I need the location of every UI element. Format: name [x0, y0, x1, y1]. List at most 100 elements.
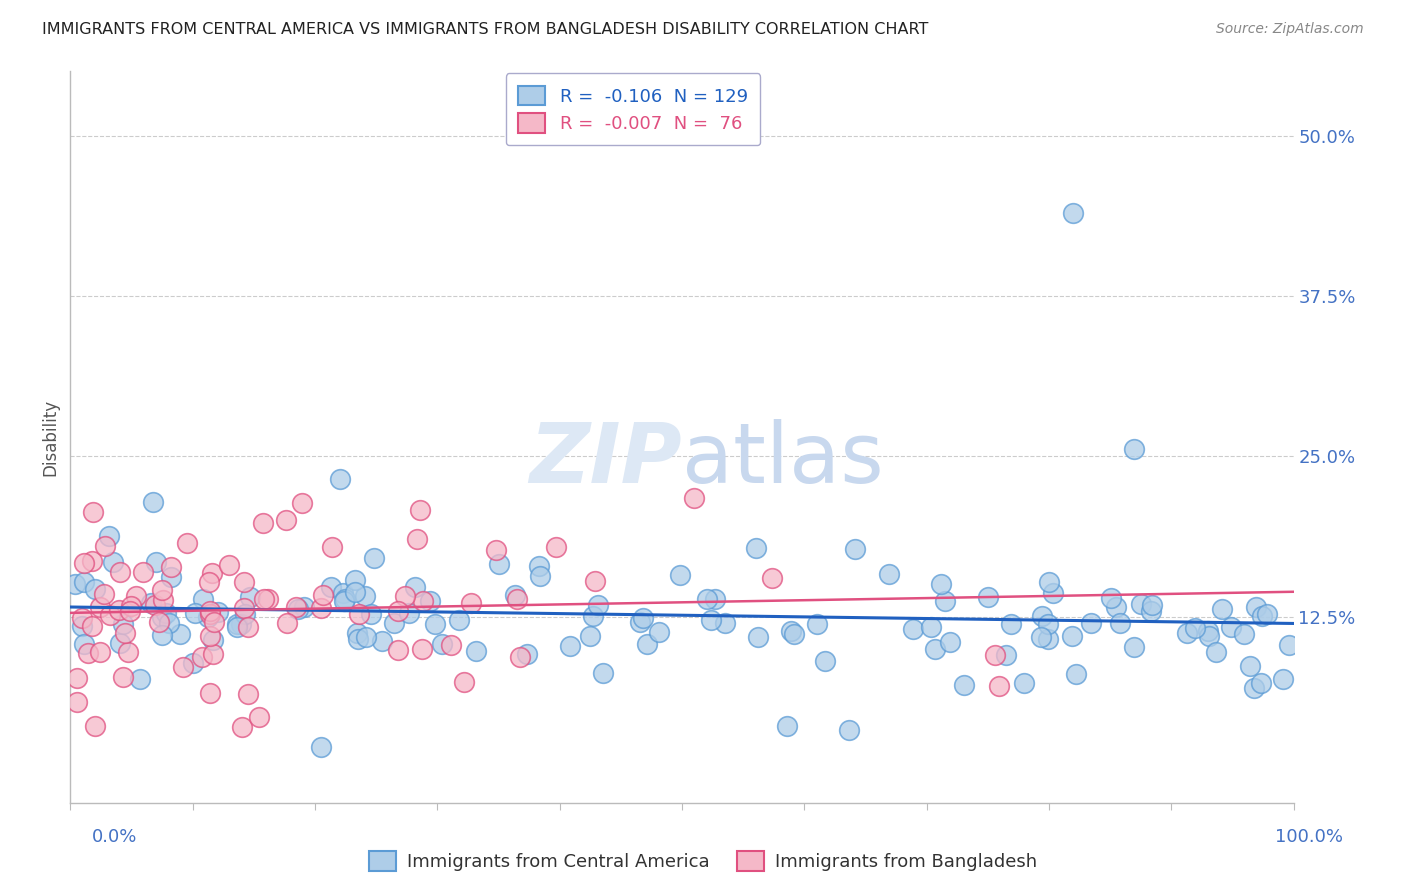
Point: [398, 606, 420, 620]
Point: [903, 622, 925, 636]
Point: [239, 591, 262, 605]
Point: [108, 636, 131, 650]
Point: [207, 605, 229, 619]
Point: [145, 555, 167, 569]
Point: [198, 686, 221, 700]
Point: [696, 591, 718, 606]
Point: [1142, 599, 1164, 613]
Point: [319, 580, 342, 594]
Point: [1278, 638, 1301, 652]
Legend: Immigrants from Central America, Immigrants from Bangladesh: Immigrants from Central America, Immigra…: [361, 844, 1045, 879]
Point: [406, 533, 429, 547]
Text: Source: ZipAtlas.com: Source: ZipAtlas.com: [1216, 22, 1364, 37]
Point: [844, 542, 866, 557]
Point: [460, 596, 482, 610]
Point: [100, 607, 122, 622]
Point: [353, 589, 375, 603]
Point: [108, 603, 131, 617]
Point: [1205, 645, 1227, 659]
Point: [82, 505, 104, 519]
Point: [236, 687, 259, 701]
Point: [488, 557, 510, 571]
Point: [231, 721, 253, 735]
Point: [70, 611, 93, 625]
Point: [152, 593, 174, 607]
Point: [181, 656, 204, 670]
Point: [333, 594, 356, 608]
Point: [1122, 640, 1144, 655]
Text: IMMIGRANTS FROM CENTRAL AMERICA VS IMMIGRANTS FROM BANGLADESH DISABILITY CORRELA: IMMIGRANTS FROM CENTRAL AMERICA VS IMMIG…: [42, 22, 928, 37]
Point: [929, 577, 952, 591]
Point: [201, 566, 224, 580]
Point: [176, 536, 198, 550]
Point: [682, 491, 704, 505]
Y-axis label: Disability: Disability: [41, 399, 59, 475]
Point: [129, 672, 152, 686]
Point: [1105, 599, 1128, 614]
Point: [252, 516, 274, 530]
Point: [1109, 615, 1132, 630]
Point: [232, 601, 254, 615]
Point: [117, 645, 139, 659]
Point: [976, 591, 998, 605]
Text: atlas: atlas: [682, 418, 883, 500]
Point: [120, 603, 142, 617]
Point: [408, 503, 430, 517]
Point: [1036, 617, 1059, 632]
Point: [636, 637, 658, 651]
Point: [276, 616, 298, 631]
Point: [200, 604, 222, 618]
Point: [253, 591, 276, 606]
Point: [505, 591, 527, 606]
Point: [412, 594, 434, 608]
Point: [560, 639, 582, 653]
Point: [1175, 625, 1198, 640]
Point: [1062, 205, 1084, 219]
Point: [159, 559, 181, 574]
Point: [920, 620, 942, 634]
Point: [83, 719, 105, 733]
Point: [387, 642, 409, 657]
Point: [464, 644, 486, 658]
Point: [155, 606, 177, 620]
Point: [440, 638, 463, 652]
Point: [236, 620, 259, 634]
Point: [1184, 620, 1206, 634]
Point: [1233, 627, 1256, 641]
Point: [544, 540, 567, 554]
Point: [782, 627, 804, 641]
Point: [292, 600, 315, 615]
Point: [142, 495, 165, 509]
Point: [529, 568, 551, 582]
Point: [924, 641, 946, 656]
Point: [1243, 681, 1265, 696]
Point: [94, 539, 117, 553]
Point: [202, 632, 225, 647]
Point: [447, 613, 470, 627]
Point: [311, 740, 333, 755]
Point: [247, 709, 270, 723]
Point: [76, 646, 98, 660]
Point: [586, 599, 609, 613]
Point: [509, 649, 531, 664]
Point: [150, 609, 173, 624]
Point: [66, 671, 89, 685]
Point: [994, 648, 1017, 662]
Point: [503, 588, 526, 602]
Point: [592, 666, 614, 681]
Point: [73, 574, 96, 589]
Point: [321, 540, 343, 554]
Point: [354, 630, 377, 644]
Point: [806, 616, 828, 631]
Point: [191, 650, 214, 665]
Point: [1038, 574, 1060, 589]
Point: [93, 587, 115, 601]
Point: [72, 637, 94, 651]
Point: [148, 615, 170, 629]
Point: [1271, 673, 1294, 687]
Point: [631, 611, 654, 625]
Point: [776, 719, 799, 733]
Point: [877, 566, 900, 581]
Point: [198, 575, 221, 590]
Point: [120, 599, 142, 613]
